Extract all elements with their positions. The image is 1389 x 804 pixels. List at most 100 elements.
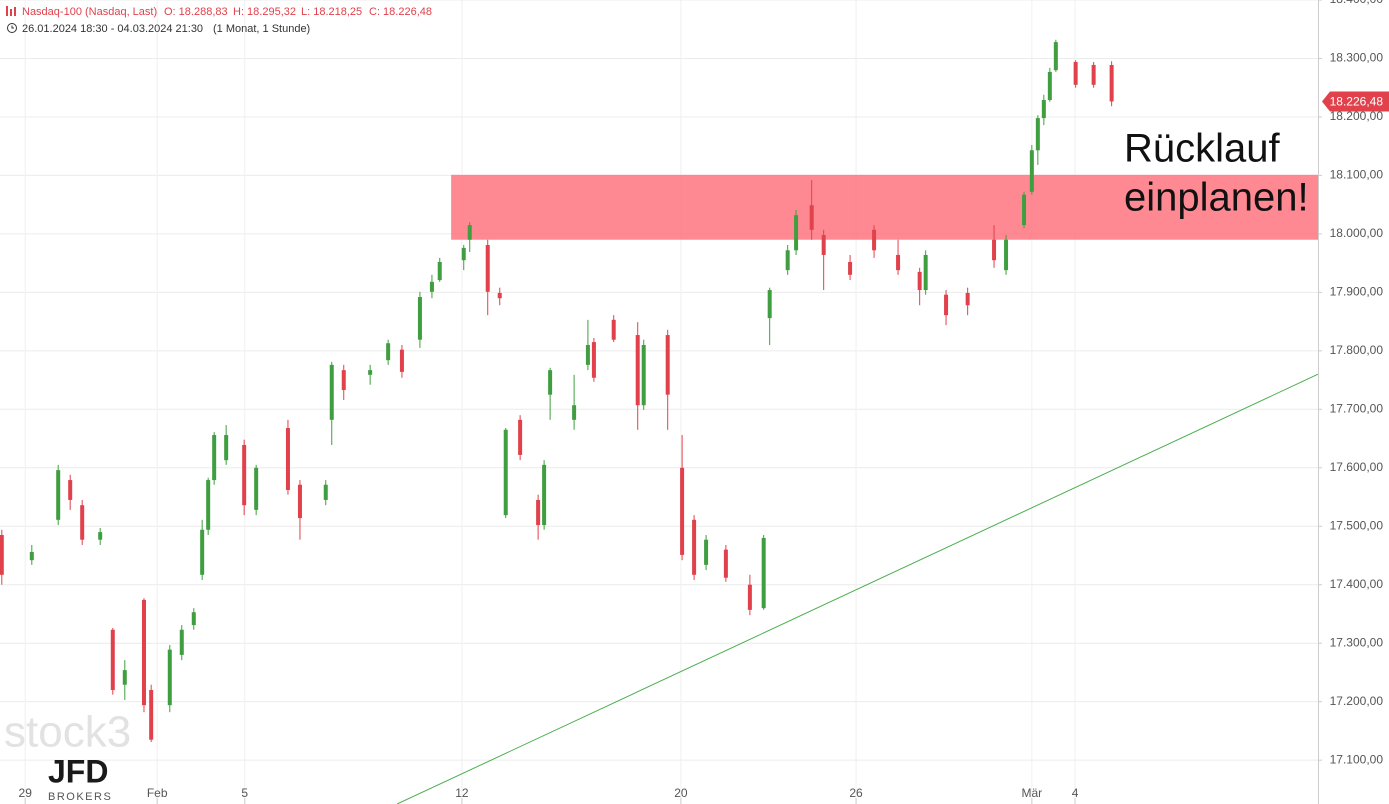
candle-body — [1022, 194, 1027, 226]
candle-body — [692, 519, 697, 575]
candle-body — [80, 505, 85, 540]
candle-body — [809, 205, 814, 230]
y-tick-label: 17.300,00 — [1330, 635, 1384, 649]
candle-body — [503, 429, 508, 516]
candle-body — [1053, 42, 1058, 71]
candle-body — [461, 247, 466, 261]
axis: 17.100,00 17.200,00 17.300,00 17.400,00 17.5… — [19, 0, 1389, 804]
candle-body — [1091, 64, 1096, 85]
candle-body — [467, 225, 472, 240]
candle-body — [206, 480, 211, 530]
y-tick-label: 18.100,00 — [1330, 168, 1384, 182]
candle-body — [1073, 61, 1078, 85]
y-tick-label: 18.300,00 — [1330, 51, 1384, 65]
header-interval: (1 Monat, 1 Stunde) — [213, 23, 310, 35]
y-tick-label: 17.100,00 — [1330, 752, 1384, 766]
candle-body — [297, 484, 302, 519]
candle-body — [536, 499, 541, 526]
candle-body — [242, 444, 247, 506]
clock-icon — [7, 23, 17, 33]
candle-body — [641, 344, 646, 406]
candle-body — [635, 335, 640, 406]
candle-body — [611, 319, 616, 340]
candle-body — [329, 364, 334, 420]
last-price-marker — [1322, 91, 1389, 112]
candle-body — [704, 539, 709, 565]
y-tick-label: 18.400,00 — [1330, 0, 1384, 6]
y-tick-label: 18.000,00 — [1330, 226, 1384, 240]
candle-body — [179, 629, 184, 655]
y-tick-label: 17.500,00 — [1330, 518, 1384, 532]
candle-body — [872, 229, 877, 251]
candles — [0, 39, 1114, 743]
candle-body — [68, 480, 73, 500]
y-tick-label: 17.600,00 — [1330, 460, 1384, 474]
candle-body — [585, 344, 590, 365]
candle-body — [224, 435, 229, 461]
candle-body — [542, 464, 547, 526]
candle-body — [417, 297, 422, 340]
x-tick-label: 29 — [19, 786, 33, 800]
candle-body — [212, 435, 217, 481]
candle-body — [923, 254, 928, 291]
header-icon — [14, 7, 16, 16]
candle-body — [896, 254, 901, 271]
candle-body — [965, 292, 970, 306]
candle-body — [785, 250, 790, 271]
header: Nasdaq-100 (Nasdaq, Last) O: 18.288,83 H… — [6, 6, 432, 35]
x-tick-label: Feb — [147, 786, 168, 800]
candle-body — [680, 467, 685, 555]
candle-body — [723, 549, 728, 578]
candle-body — [254, 467, 259, 510]
candle-body — [821, 235, 826, 255]
resistance-zone — [451, 174, 1318, 240]
candle-body — [149, 689, 154, 740]
last-price-label: 18.226,48 — [1330, 95, 1384, 109]
annotation: einplanen! — [1124, 176, 1309, 220]
candle-body — [518, 419, 523, 455]
candle-body — [1047, 71, 1052, 100]
candle-body — [368, 370, 373, 375]
candle-body — [110, 629, 115, 690]
header-icon — [6, 6, 8, 16]
candle-body — [548, 370, 553, 395]
trendline — [396, 373, 1319, 804]
candle-body — [191, 612, 196, 626]
watermark-stock3: stock3 — [4, 708, 131, 757]
header-open: O: 18.288,83 — [164, 6, 228, 18]
y-tick-label: 17.200,00 — [1330, 694, 1384, 708]
candle-body — [497, 292, 502, 299]
overlay — [396, 373, 1319, 804]
candle-body — [200, 529, 205, 575]
candle-body — [794, 215, 799, 251]
x-tick-label: Mär — [1022, 786, 1043, 800]
candle-body — [0, 535, 4, 575]
header-low: L: 18.218,25 — [301, 6, 362, 18]
candle-body — [429, 281, 434, 292]
x-tick-label: 4 — [1072, 786, 1079, 800]
x-tick-label: 26 — [849, 786, 863, 800]
candle-body — [386, 343, 391, 361]
grid — [0, 0, 1318, 804]
candle-body — [1029, 150, 1034, 192]
candle-body — [1041, 99, 1046, 119]
y-tick-label: 17.800,00 — [1330, 343, 1384, 357]
candle-body — [767, 290, 772, 319]
candle-body — [1109, 65, 1114, 102]
candle-body — [29, 551, 34, 561]
watermark: stock3 JFD BROKERS — [4, 708, 131, 803]
candle-body — [122, 670, 127, 685]
candle-body — [917, 271, 922, 291]
clock-icon — [11, 25, 14, 29]
zone-layer — [451, 174, 1318, 240]
y-tick-label: 18.200,00 — [1330, 109, 1384, 123]
candle-body — [341, 370, 346, 391]
candle-body — [141, 599, 146, 706]
candle-body — [992, 239, 997, 261]
candle-body — [944, 294, 949, 316]
y-tick-label: 17.700,00 — [1330, 401, 1384, 415]
candle-body — [285, 428, 290, 491]
candle-body — [56, 470, 61, 520]
